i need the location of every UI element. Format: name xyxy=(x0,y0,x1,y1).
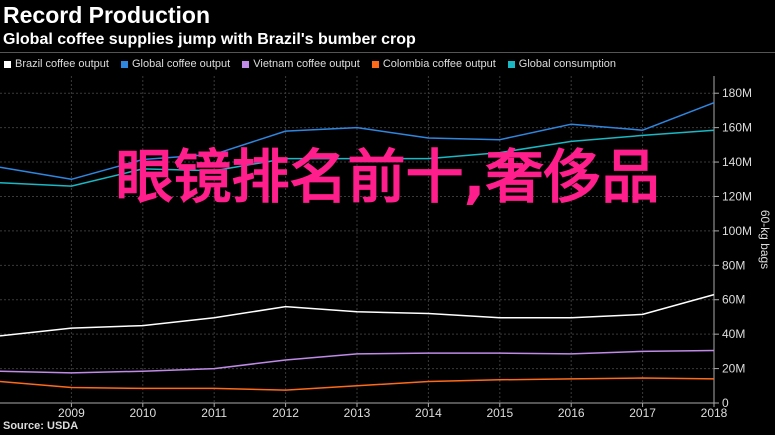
series-line-brazil-coffee-output xyxy=(0,293,715,337)
x-tick-label: 2016 xyxy=(558,406,585,420)
chart-title: Record Production xyxy=(3,2,211,28)
legend-item-brazil: Brazil coffee output xyxy=(4,58,109,70)
x-tick-label: 2013 xyxy=(344,406,371,420)
legend-item-global-output: Global coffee output xyxy=(120,58,231,70)
x-tick-label: 2009 xyxy=(58,406,85,420)
watermark-overlay-text: 眼镜排名前十,奢侈品 xyxy=(115,143,660,211)
chart-subtitle: Global coffee supplies jump with Brazil'… xyxy=(3,31,416,48)
y-tick-label: 100M xyxy=(722,224,752,238)
x-tick-label: 2012 xyxy=(272,406,299,420)
legend-label: Vietnam coffee output xyxy=(253,58,360,70)
x-tick-label: 2015 xyxy=(486,406,513,420)
legend-label: Global coffee output xyxy=(131,58,231,70)
legend-label: Brazil coffee output xyxy=(15,58,109,70)
x-tick-label: 2018 xyxy=(701,406,728,420)
y-tick-label: 0 xyxy=(722,396,729,410)
header-divider xyxy=(0,52,775,53)
series-line-colombia-coffee-output xyxy=(0,377,715,391)
legend-swatch xyxy=(242,60,250,68)
x-tick-label: 2011 xyxy=(201,406,227,420)
legend-item-vietnam: Vietnam coffee output xyxy=(242,58,360,70)
source-note: Source: USDA xyxy=(3,420,79,432)
legend-swatch xyxy=(120,60,128,68)
y-tick-label: 120M xyxy=(722,189,752,203)
y-tick-label: 160M xyxy=(722,121,752,135)
x-tick-label: 2010 xyxy=(129,406,156,420)
legend-item-colombia: Colombia coffee output xyxy=(371,58,496,70)
series-line-global-coffee-output xyxy=(0,102,715,181)
y-tick-label: 20M xyxy=(722,362,745,376)
legend-swatch xyxy=(4,60,11,68)
x-tick-label: 2017 xyxy=(629,406,656,420)
y-tick-label: 140M xyxy=(722,155,752,169)
y-tick-label: 180M xyxy=(722,86,752,100)
y-tick-label: 60M xyxy=(722,293,745,307)
series-line-global-consumption xyxy=(0,129,715,187)
legend-label: Global consumption xyxy=(518,58,617,70)
series-line-vietnam-coffee-output xyxy=(0,349,715,374)
legend-swatch xyxy=(507,60,515,68)
legend-swatch xyxy=(371,60,379,68)
y-tick-label: 80M xyxy=(722,258,745,272)
legend-label: Colombia coffee output xyxy=(382,58,496,70)
legend-item-global-consumption: Global consumption xyxy=(507,58,617,70)
y-axis-label: 60-kg bags xyxy=(758,210,772,269)
x-tick-label: 2014 xyxy=(415,406,442,420)
y-tick-label: 40M xyxy=(722,327,745,341)
chart-legend: Brazil coffee output Global coffee outpu… xyxy=(4,58,616,70)
